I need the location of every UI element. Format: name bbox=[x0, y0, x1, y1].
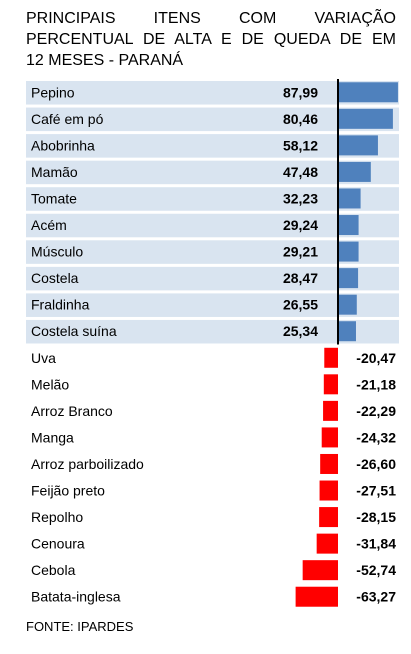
category-label: Arroz parboilizado bbox=[31, 456, 144, 472]
bar bbox=[316, 533, 338, 554]
bar bbox=[320, 453, 338, 474]
bar bbox=[339, 215, 359, 236]
bar bbox=[339, 188, 361, 209]
title-line-3: 12 MESES - PARANÁ bbox=[26, 52, 184, 69]
bar bbox=[319, 507, 338, 528]
category-label: Costela bbox=[31, 270, 79, 286]
row-band bbox=[26, 187, 399, 211]
category-label: Mamão bbox=[31, 164, 78, 180]
category-label: Uva bbox=[31, 350, 56, 366]
category-label: Pepino bbox=[31, 84, 75, 100]
bars bbox=[295, 82, 398, 607]
category-label: Costela suína bbox=[31, 323, 117, 339]
row-band bbox=[26, 107, 399, 132]
value-label: 29,21 bbox=[283, 244, 318, 260]
category-label: Acém bbox=[31, 217, 67, 233]
value-label: -27,51 bbox=[356, 483, 396, 499]
row-band bbox=[26, 240, 399, 264]
row-bands bbox=[26, 81, 399, 344]
bar bbox=[319, 480, 338, 501]
row-band bbox=[26, 319, 399, 344]
bar bbox=[321, 427, 338, 448]
value-label: -26,60 bbox=[356, 456, 396, 472]
category-label: Repolho bbox=[31, 509, 83, 525]
value-label: 28,47 bbox=[283, 270, 318, 286]
bar bbox=[324, 347, 338, 368]
value-labels: 87,99 80,46 58,12 47,48 32,23 29,24 29,21 28,47… bbox=[283, 84, 396, 604]
category-label: Cenoura bbox=[31, 536, 85, 552]
row-band bbox=[26, 81, 399, 105]
bar bbox=[339, 135, 378, 156]
bar bbox=[339, 108, 393, 129]
value-label: -21,18 bbox=[356, 376, 396, 392]
category-label: Batata-inglesa bbox=[31, 589, 121, 605]
bar bbox=[339, 241, 359, 262]
value-label: 47,48 bbox=[283, 164, 318, 180]
value-label: -28,15 bbox=[356, 509, 396, 525]
bar bbox=[339, 82, 398, 103]
category-label: Abobrinha bbox=[31, 137, 95, 153]
bar bbox=[323, 374, 338, 395]
row-band bbox=[26, 213, 399, 238]
value-label: 29,24 bbox=[283, 217, 318, 233]
bar bbox=[295, 586, 338, 607]
bar bbox=[339, 294, 357, 315]
category-label: Arroz Branco bbox=[31, 403, 113, 419]
value-label: -52,74 bbox=[356, 562, 396, 578]
category-labels: Pepino Café em pó Abobrinha Mamão Tomate Acém… bbox=[31, 84, 144, 604]
bar bbox=[339, 268, 359, 289]
row-band bbox=[26, 293, 399, 317]
row-band bbox=[26, 134, 399, 158]
category-label: Café em pó bbox=[31, 111, 104, 127]
category-label: Fraldinha bbox=[31, 297, 90, 313]
value-label: -63,27 bbox=[356, 589, 396, 605]
value-label: -24,32 bbox=[356, 429, 396, 445]
value-label: -22,29 bbox=[356, 403, 396, 419]
value-label: 58,12 bbox=[283, 137, 318, 153]
category-label: Melão bbox=[31, 376, 69, 392]
value-label: -20,47 bbox=[356, 350, 396, 366]
chart-title: PRINCIPAIS ITENS COM VARIAÇÃO PERCENTUAL… bbox=[26, 8, 396, 71]
category-label: Tomate bbox=[31, 190, 77, 206]
bar bbox=[339, 161, 371, 182]
source-note: FONTE: IPARDES bbox=[26, 619, 134, 634]
bar bbox=[323, 400, 338, 421]
category-label: Manga bbox=[31, 429, 74, 445]
value-label: 25,34 bbox=[283, 323, 318, 339]
bar bbox=[302, 560, 338, 581]
category-label: Músculo bbox=[31, 244, 83, 260]
title-line-2: PERCENTUAL DE ALTA E DE QUEDA DE EM bbox=[26, 31, 396, 48]
category-label: Feijão preto bbox=[31, 483, 105, 499]
value-label: -31,84 bbox=[356, 536, 396, 552]
value-label: 26,55 bbox=[283, 297, 318, 313]
row-band bbox=[26, 266, 399, 291]
category-label: Cebola bbox=[31, 562, 76, 578]
bar bbox=[339, 321, 356, 342]
value-label: 80,46 bbox=[283, 111, 318, 127]
row-band bbox=[26, 160, 399, 185]
value-label: 87,99 bbox=[283, 84, 318, 100]
value-label: 32,23 bbox=[283, 190, 318, 206]
title-line-1: PRINCIPAIS ITENS COM VARIAÇÃO bbox=[26, 10, 396, 27]
